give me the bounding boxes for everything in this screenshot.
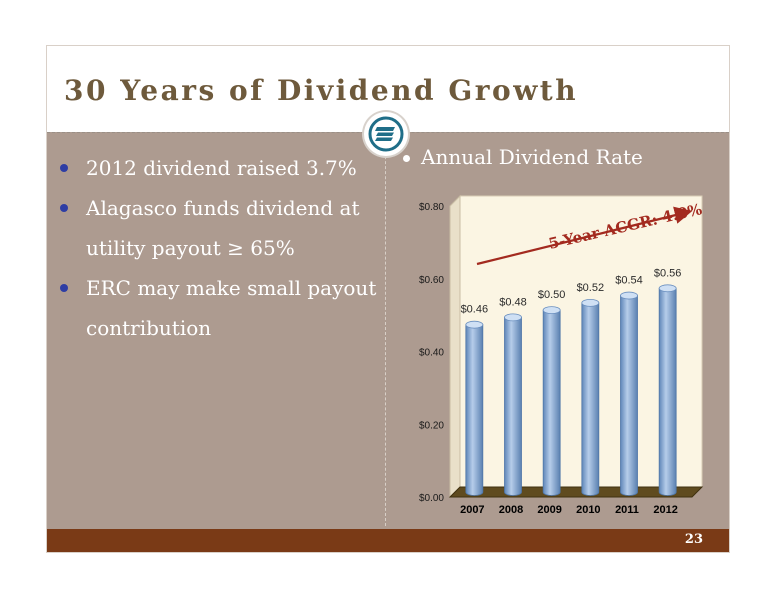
footer-bar: 23 (47, 529, 729, 552)
x-tick-label: 2011 (615, 504, 639, 516)
data-label: $0.50 (538, 289, 566, 301)
x-tick-label: 2009 (537, 504, 561, 516)
dividend-bar-chart: $0.00 $0.20 $0.40 $0.60 $0.80 $0.46 2007 $0.48 2… (419, 194, 704, 516)
data-label: $0.48 (499, 296, 527, 308)
trend-arrow (476, 206, 693, 266)
bullet-dot-icon (60, 204, 68, 212)
data-label: $0.52 (577, 282, 605, 294)
plot-side-wall (449, 194, 461, 499)
bar-cap (620, 291, 638, 300)
bar-cap (658, 284, 677, 293)
logo-emblem-icon (368, 116, 404, 152)
bar (581, 302, 600, 496)
company-logo (364, 112, 408, 156)
y-tick-label: $0.80 (419, 202, 444, 213)
chart-heading: Annual Dividend Rate (403, 145, 643, 169)
column-divider (385, 136, 386, 526)
bullet-dot-icon (60, 164, 68, 172)
bar-cap (542, 306, 561, 315)
bar (542, 309, 561, 496)
y-tick-label: $0.20 (419, 420, 444, 431)
slide-title: 30 Years of Dividend Growth (64, 74, 579, 107)
bullet-text: 2012 dividend raised 3.7% (86, 156, 357, 180)
data-label: $0.54 (615, 275, 643, 287)
bullet-item: ERC may make small payout contribution (57, 268, 377, 348)
x-tick-label: 2008 (499, 504, 523, 516)
bullet-text: Alagasco funds dividend at utility payou… (86, 196, 360, 260)
chart-heading-text: Annual Dividend Rate (421, 145, 643, 169)
x-tick-label: 2010 (576, 504, 600, 516)
y-tick-label: $0.00 (419, 493, 444, 504)
bar-cap (581, 298, 600, 307)
bar (465, 324, 484, 496)
bar-cap (504, 313, 522, 322)
bullet-dot-icon (60, 284, 68, 292)
bullet-item: 2012 dividend raised 3.7% (57, 148, 377, 188)
bar (504, 317, 522, 496)
bar (658, 287, 677, 496)
data-label: $0.46 (461, 304, 489, 316)
x-tick-label: 2012 (653, 504, 677, 516)
data-label: $0.56 (654, 267, 682, 279)
bar-cap (465, 320, 484, 329)
slide: 30 Years of Dividend Growth 2012 dividen… (46, 45, 730, 553)
bar (620, 295, 638, 496)
bullet-list: 2012 dividend raised 3.7% Alagasco funds… (57, 148, 377, 348)
bullet-item: Alagasco funds dividend at utility payou… (57, 188, 377, 268)
x-tick-label: 2007 (460, 504, 484, 516)
heading-bullet-icon (403, 155, 410, 162)
y-tick-label: $0.40 (419, 348, 444, 359)
bullet-text: ERC may make small payout contribution (86, 276, 377, 340)
y-tick-label: $0.60 (419, 275, 444, 286)
page-number: 23 (684, 532, 703, 547)
